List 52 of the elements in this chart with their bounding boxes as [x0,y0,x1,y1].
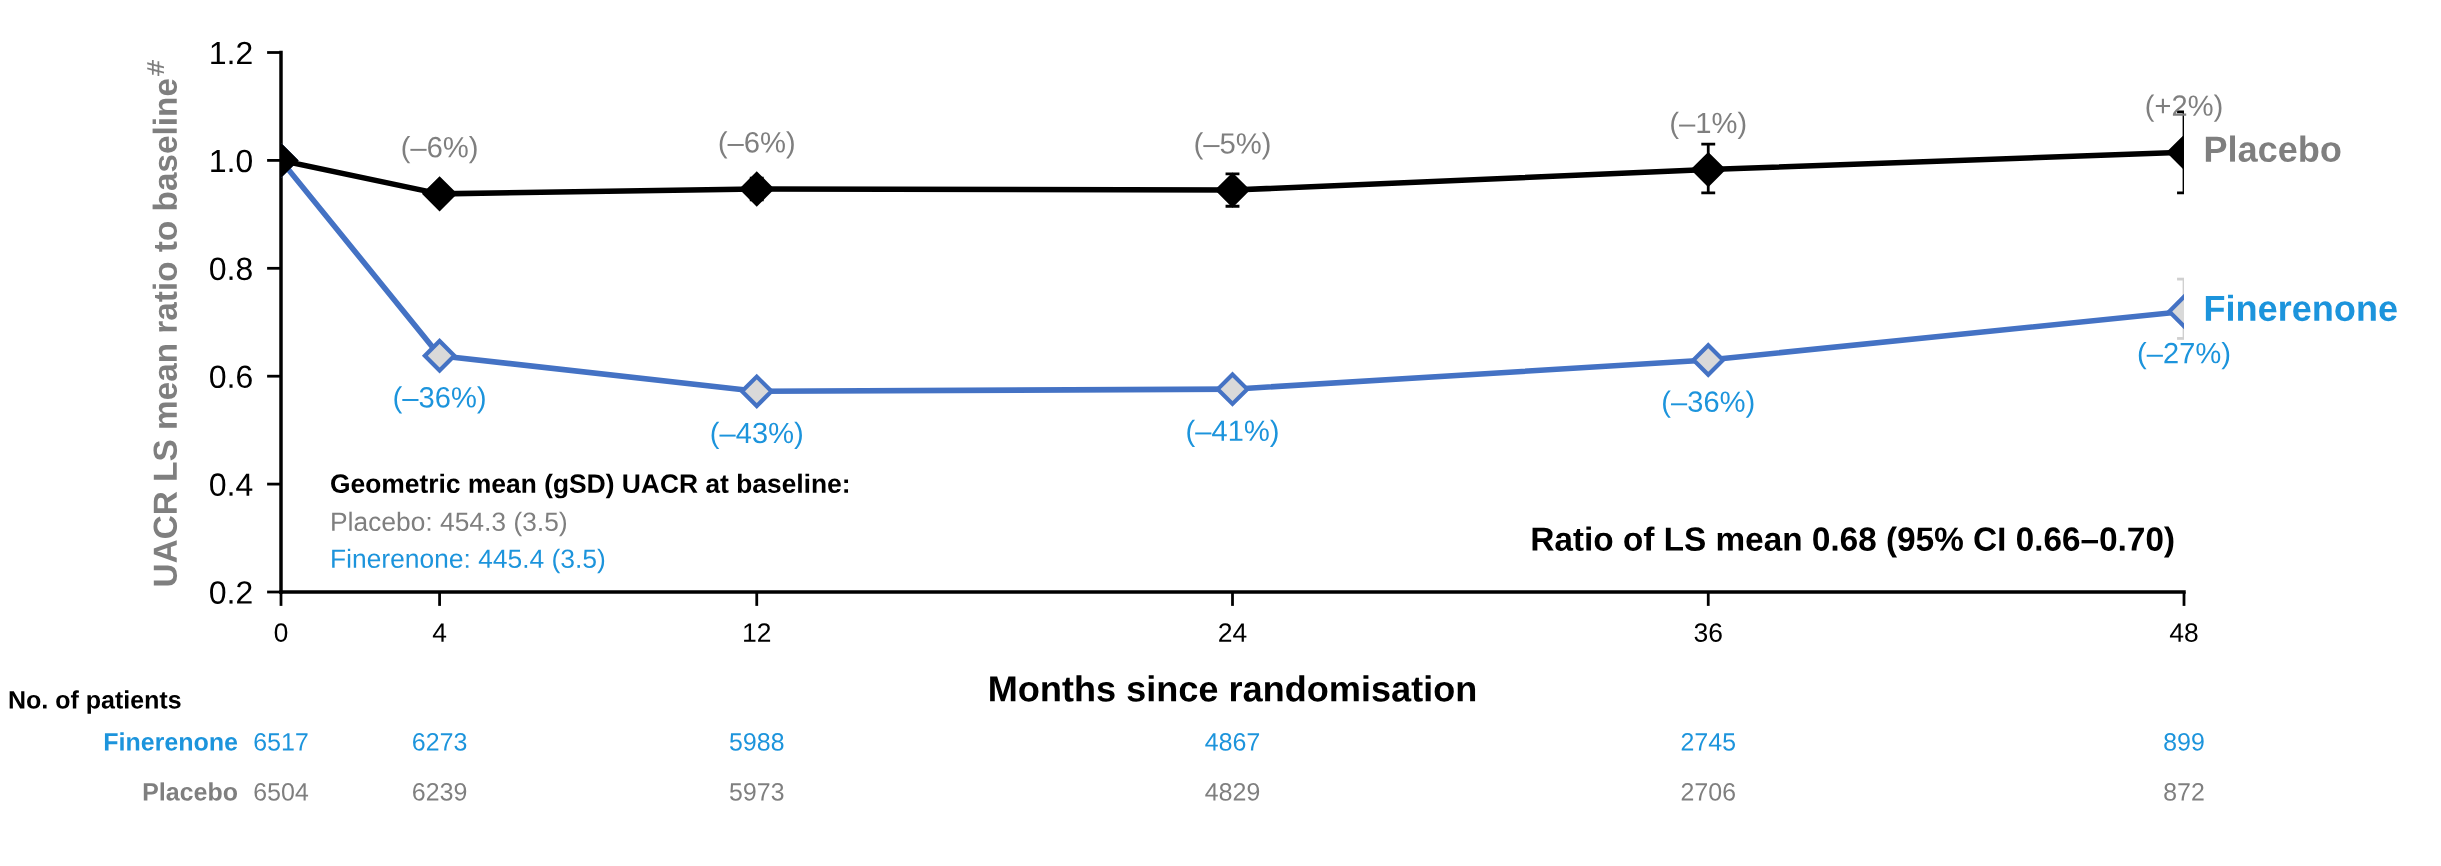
text: 5988 [729,733,784,751]
y-tick-label: 0.4 [210,473,253,496]
y-tick-label: 0.8 [210,257,252,281]
x-tick-label: 4 [432,623,447,642]
point [739,374,774,409]
text: Placebo [143,782,238,801]
annotation: (–5%) [1195,132,1270,160]
text: 4867 [1205,733,1260,751]
annotation: Ratio of LS mean 0.68 (95% CI 0.66–0.70) [1532,526,2174,558]
x-tick-label: 0 [274,623,288,642]
annotation: (–27%) [2138,342,2230,370]
annotation: (–43%) [711,421,802,450]
text: 872 [2164,783,2204,801]
text: 4829 [1205,783,1260,801]
point [1215,173,1250,207]
y-tick-label: 1.0 [211,149,252,173]
text: 2706 [1681,783,1735,801]
point [1691,343,1726,377]
point [1691,152,1726,187]
point [422,338,457,373]
x-tick-label: 48 [2169,623,2198,642]
text: 5973 [729,783,784,801]
y-tick-label: 0.6 [210,365,252,389]
annotation: (–41%) [1187,419,1278,447]
y-tick-label: 1.2 [211,41,252,65]
text: Finerenone [104,732,238,751]
text: 6504 [254,783,309,801]
text: 6273 [413,733,467,751]
x-tick-label: 12 [744,623,771,642]
point [422,177,457,211]
y-tick-label: 0.2 [210,581,252,604]
annotation: Finerenone: 445.4 (3.5) [332,548,605,574]
annotation: (–1%) [1671,111,1746,139]
text: No. of patients [9,690,181,714]
text: 899 [2164,733,2204,751]
series-label: Finerenone [2205,294,2397,322]
text: 6239 [413,783,467,801]
x-tick-label: 36 [1694,623,1722,642]
series-label: Placebo [2205,135,2341,162]
x-tick-label: 24 [1219,623,1247,642]
y-axis-title: UACR LS mean ratio to baseline$^{#}$ [147,59,178,586]
annotation: (–36%) [394,386,485,414]
annotation: (–6%) [402,136,477,164]
annotation: Placebo: 454.3 (3.5) [332,511,567,537]
annotation: (–36%) [1663,390,1754,418]
annotation: (+2%) [2146,94,2222,122]
text: 6517 [254,733,308,751]
text: 2745 [1681,733,1736,751]
point [1215,372,1250,406]
x-axis-title: Months since randomisation [990,675,1476,702]
annotation: (–6%) [719,131,794,159]
annotation: Geometric mean (gSD) UACR at baseline: [331,473,849,499]
